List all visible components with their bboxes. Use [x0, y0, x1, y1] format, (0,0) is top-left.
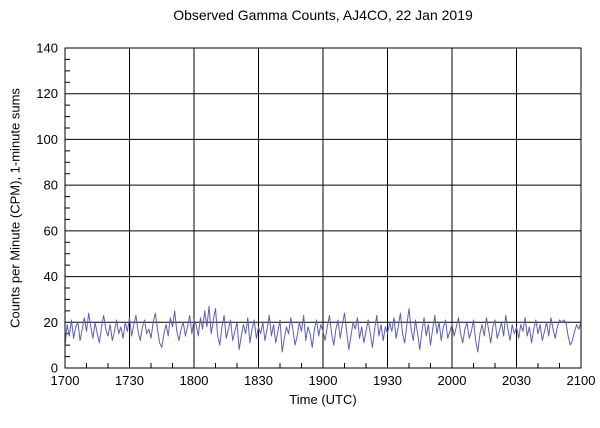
y-tick-label: 40 — [44, 269, 58, 284]
y-tick-label: 120 — [36, 86, 58, 101]
y-tick-label: 80 — [44, 178, 58, 193]
y-tick-label: 20 — [44, 315, 58, 330]
x-tick-label: 2030 — [502, 373, 531, 388]
chart-title: Observed Gamma Counts, AJ4CO, 22 Jan 201… — [173, 7, 473, 23]
x-tick-label: 1700 — [51, 373, 80, 388]
y-axis-label: Counts per Minute (CPM), 1-minute sums — [7, 88, 23, 328]
x-tick-label: 1900 — [309, 373, 338, 388]
x-tick-label: 1800 — [180, 373, 209, 388]
y-tick-label: 0 — [51, 361, 58, 376]
x-tick-label: 2000 — [438, 373, 467, 388]
x-tick-label: 2100 — [567, 373, 596, 388]
x-tick-label: 1930 — [373, 373, 402, 388]
y-tick-label: 100 — [36, 132, 58, 147]
x-tick-label: 1730 — [115, 373, 144, 388]
x-axis-label: Time (UTC) — [289, 392, 357, 407]
y-tick-label: 140 — [36, 41, 58, 56]
y-tick-label: 60 — [44, 223, 58, 238]
plot-border — [64, 47, 582, 369]
data-line — [64, 305, 582, 353]
x-tick-label: 1830 — [244, 373, 273, 388]
